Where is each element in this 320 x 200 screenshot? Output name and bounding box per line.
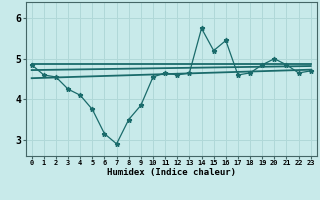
X-axis label: Humidex (Indice chaleur): Humidex (Indice chaleur) (107, 168, 236, 177)
